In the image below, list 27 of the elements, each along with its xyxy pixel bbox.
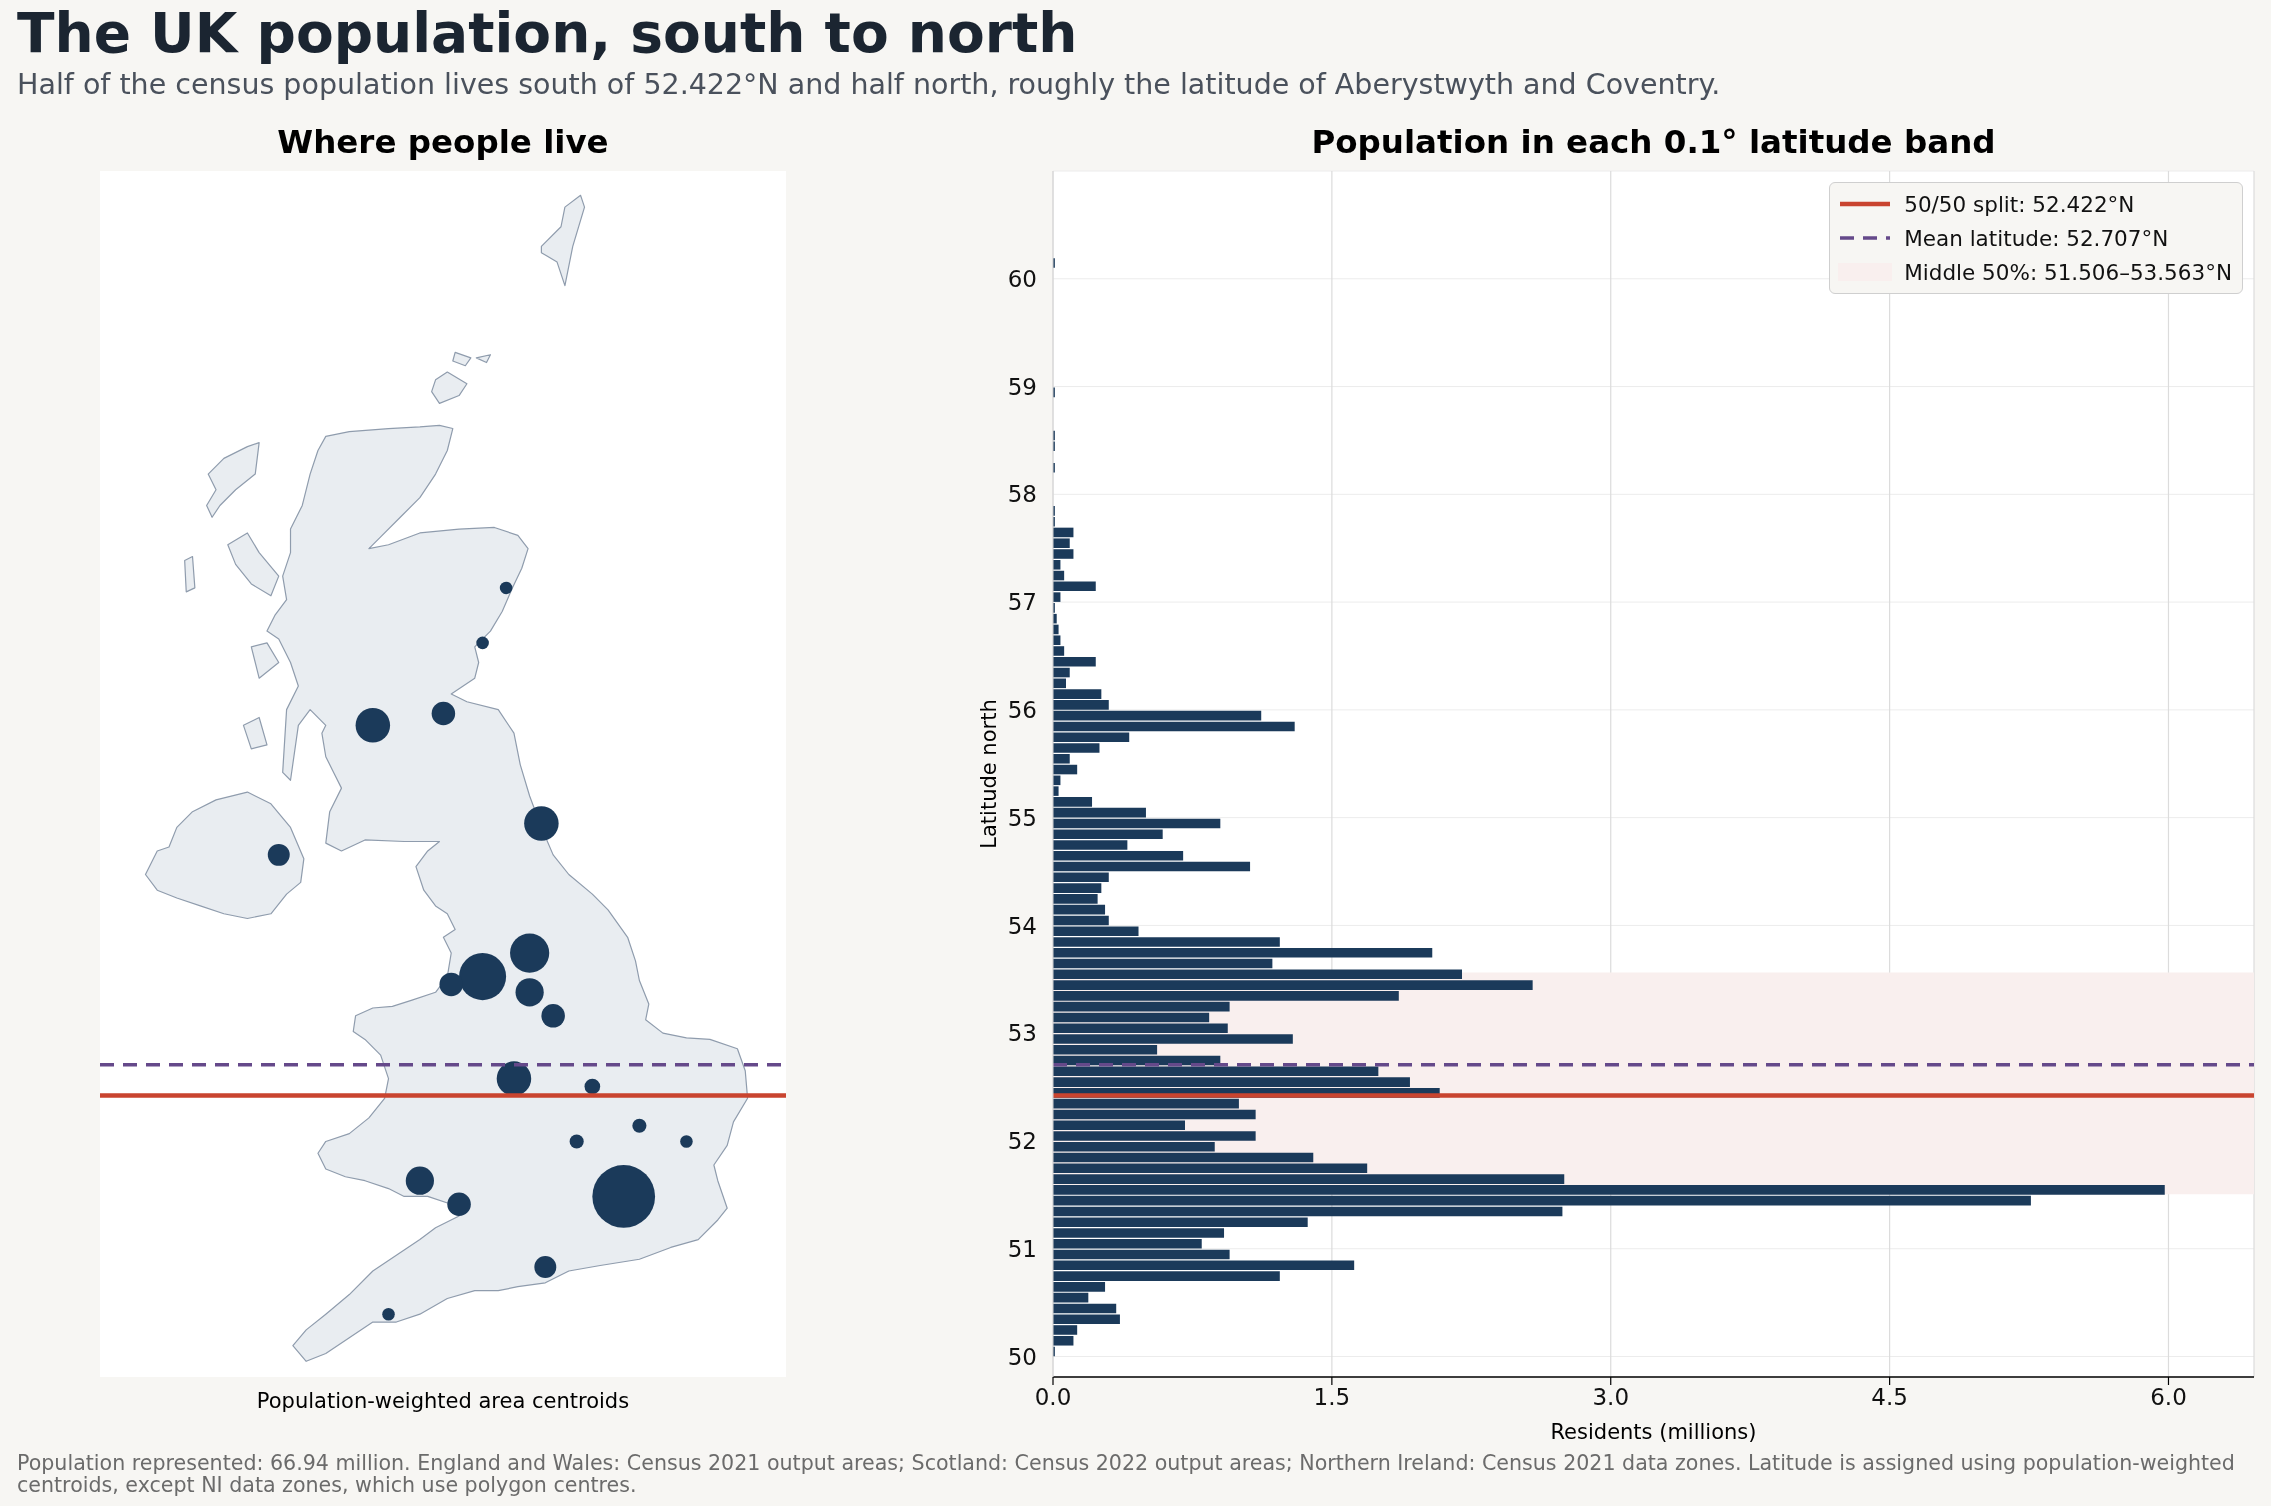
chart-title: Population in each 0.1° latitude band <box>1310 122 1997 163</box>
y-tick-label: 59 <box>1007 373 1037 400</box>
x-tick-label: 0.0 <box>1034 1384 1072 1411</box>
text: Where people live <box>276 122 610 163</box>
y-tick-label: 52 <box>1007 1128 1037 1155</box>
text: The UK population, south to north <box>17 1 1079 65</box>
x-tick-label: 1.5 <box>1313 1384 1351 1411</box>
y-tick-label: 57 <box>1007 589 1037 616</box>
y-tick-label: 51 <box>1007 1235 1037 1262</box>
y-tick-label: 56 <box>1007 697 1037 724</box>
legend-label: Middle 50%: 51.506–53.563°N <box>1904 259 2232 285</box>
y-tick-label: 58 <box>1007 481 1037 508</box>
x-tick-label: 6.0 <box>2150 1384 2187 1411</box>
y-axis-title: Latitude north <box>977 699 1002 849</box>
y-tick-label: 60 <box>1007 265 1037 292</box>
x-tick-label: 4.5 <box>1871 1384 1908 1411</box>
text: Population-weighted area centroids <box>255 1389 631 1413</box>
y-tick-label: 50 <box>1007 1343 1037 1370</box>
legend-label: 50/50 split: 52.422°N <box>1904 191 2135 217</box>
y-tick-label: 55 <box>1007 804 1037 831</box>
x-axis-title: Residents (millions) <box>1550 1420 1757 1444</box>
x-tick-label: 3.0 <box>1592 1384 1630 1411</box>
legend-label: Mean latitude: 52.707°N <box>1904 225 2169 251</box>
text: Half of the census population lives south of 52.422°N and half north, roughly the latitude of Aberystwyth and Coventry. <box>17 68 1722 101</box>
y-tick-label: 53 <box>1007 1020 1037 1047</box>
y-tick-label: 54 <box>1007 912 1037 939</box>
text: Population represented: 66.94 million. England and Wales: Census 2021 output areas; Scotland: Census 2022 output areas; Northern Ireland: Census 2021 data zones. Latitude is assigned using population-weighted centroids, except NI data zones, which use polygon centres. <box>17 1451 2236 1497</box>
